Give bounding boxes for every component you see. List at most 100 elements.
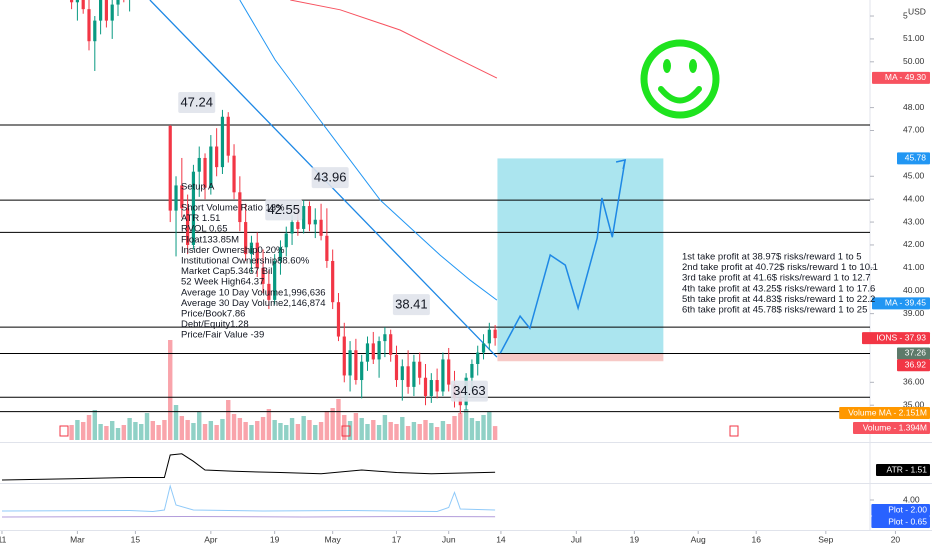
price-badge — [872, 71, 930, 84]
pane-badge-label: Plot - 2.00 — [888, 504, 927, 514]
candle-body — [302, 206, 306, 229]
candle-body — [99, 0, 103, 21]
volume-bar — [324, 411, 330, 440]
volume-bar — [237, 418, 243, 440]
volume-bar — [475, 421, 480, 440]
candle-body — [81, 0, 85, 10]
callout-box — [178, 91, 216, 113]
x-tick-label: 20 — [891, 534, 901, 544]
volume-bar — [243, 422, 248, 440]
x-tick-label: Sep — [818, 534, 833, 544]
price-badge-label: MA - 39.45 — [885, 298, 926, 308]
candle-body — [400, 366, 404, 381]
volume-bar — [133, 422, 138, 440]
event-icons — [59, 425, 739, 437]
candle-body — [174, 185, 178, 211]
volume-bar — [307, 420, 312, 440]
volume-bar — [353, 413, 359, 440]
x-tick-label: May — [325, 534, 342, 544]
volume-bar — [440, 421, 446, 440]
callout-box — [450, 380, 488, 402]
setup-line: Market Cap5.3467 Bil — [181, 266, 272, 277]
x-tick-label: 14 — [496, 534, 506, 544]
candle-body — [470, 363, 474, 378]
candle-body — [365, 343, 370, 362]
volume-bar — [208, 421, 214, 440]
y-tick-label: 39.00 — [903, 308, 925, 318]
candle-body — [284, 233, 288, 248]
volume-bar — [92, 410, 98, 440]
volume-bar — [104, 426, 109, 440]
candle-body — [458, 398, 462, 406]
y-tick-label: 50.00 — [903, 56, 925, 66]
pane-badge-label: Volume - 1.394M — [863, 422, 927, 432]
setup-line: Short Volume Ratio 13% — [181, 203, 285, 214]
volume-bar — [434, 427, 440, 440]
candle-body — [267, 283, 271, 300]
volume-bar — [481, 415, 486, 440]
callouts: 47.24 42.55 43.96 38.41 34.63 — [178, 91, 488, 402]
candle-body — [110, 4, 114, 21]
take-profit-line: 5th take profit at 44.83$ risks/reward 1… — [682, 294, 875, 305]
volume-bar — [405, 426, 411, 440]
candle-body — [249, 242, 254, 255]
y-tick-label: 35.00 — [903, 399, 925, 409]
volume-bar — [458, 413, 463, 440]
setup-line: 52 Week High64.37 — [181, 277, 264, 288]
volume-bar — [492, 426, 498, 440]
pane-badge — [853, 422, 930, 434]
plot-line — [1, 484, 496, 513]
candle-body — [278, 247, 283, 261]
x-tick-label: Aug — [691, 534, 706, 544]
x-tick-label: Apr — [204, 534, 217, 544]
volume-bar — [336, 399, 341, 440]
candle-body — [394, 354, 399, 381]
x-tick-label: Jun — [442, 534, 456, 544]
price-badge-label: 45.78 — [905, 153, 927, 163]
volume-bar — [487, 412, 492, 440]
volume-bar — [220, 419, 225, 440]
y-tick-label: 5 — [903, 10, 908, 20]
candle-body — [331, 260, 335, 303]
callout-box — [311, 167, 349, 189]
volume-bar — [75, 420, 80, 440]
y-tick-label: 47.00 — [903, 125, 925, 135]
setup-line: ATR 1.51 — [181, 213, 220, 224]
notes: Setup A Short Volume Ratio 13%ATR 1.51RVO… — [181, 182, 878, 341]
candle-body — [487, 329, 491, 344]
setup-line: Debt/Equity1.28 — [181, 319, 249, 330]
candle-body — [273, 260, 277, 300]
price-badge — [897, 152, 930, 165]
volume-bar — [365, 424, 370, 440]
take-profit-line: 6th take profit at 45.78$ risks/reward 1… — [682, 305, 867, 316]
pane-badge — [871, 516, 930, 528]
pane-badge-label: ATR - 1.51 — [887, 464, 928, 474]
candle-body — [104, 0, 109, 21]
candle-body — [418, 361, 422, 378]
volume-bar — [394, 424, 399, 440]
volume-bar — [127, 418, 132, 440]
candle-body — [203, 157, 207, 188]
candle-body — [476, 352, 480, 364]
volume — [69, 340, 498, 440]
main-pane: 47.24 42.55 43.96 38.41 34.63 — [0, 0, 870, 440]
volume-bar — [191, 423, 196, 440]
setup-line: RVOL 0.65 — [181, 224, 227, 235]
volume-bar — [371, 420, 376, 440]
y-tick-label: 42.00 — [903, 239, 925, 249]
y-tick-label: 40.00 — [903, 285, 925, 295]
projection-path — [499, 159, 626, 354]
candle-body — [325, 235, 329, 261]
candle-body — [348, 350, 352, 376]
x-tick-label: 11 — [0, 534, 7, 544]
candle-body — [412, 361, 416, 387]
candle-body — [296, 222, 300, 229]
candle-body — [423, 377, 428, 397]
volume-bar — [452, 416, 457, 440]
price-badge-label: IONS - 37.93 — [876, 332, 926, 342]
volume-bar — [110, 421, 115, 440]
callout-box — [392, 294, 430, 316]
